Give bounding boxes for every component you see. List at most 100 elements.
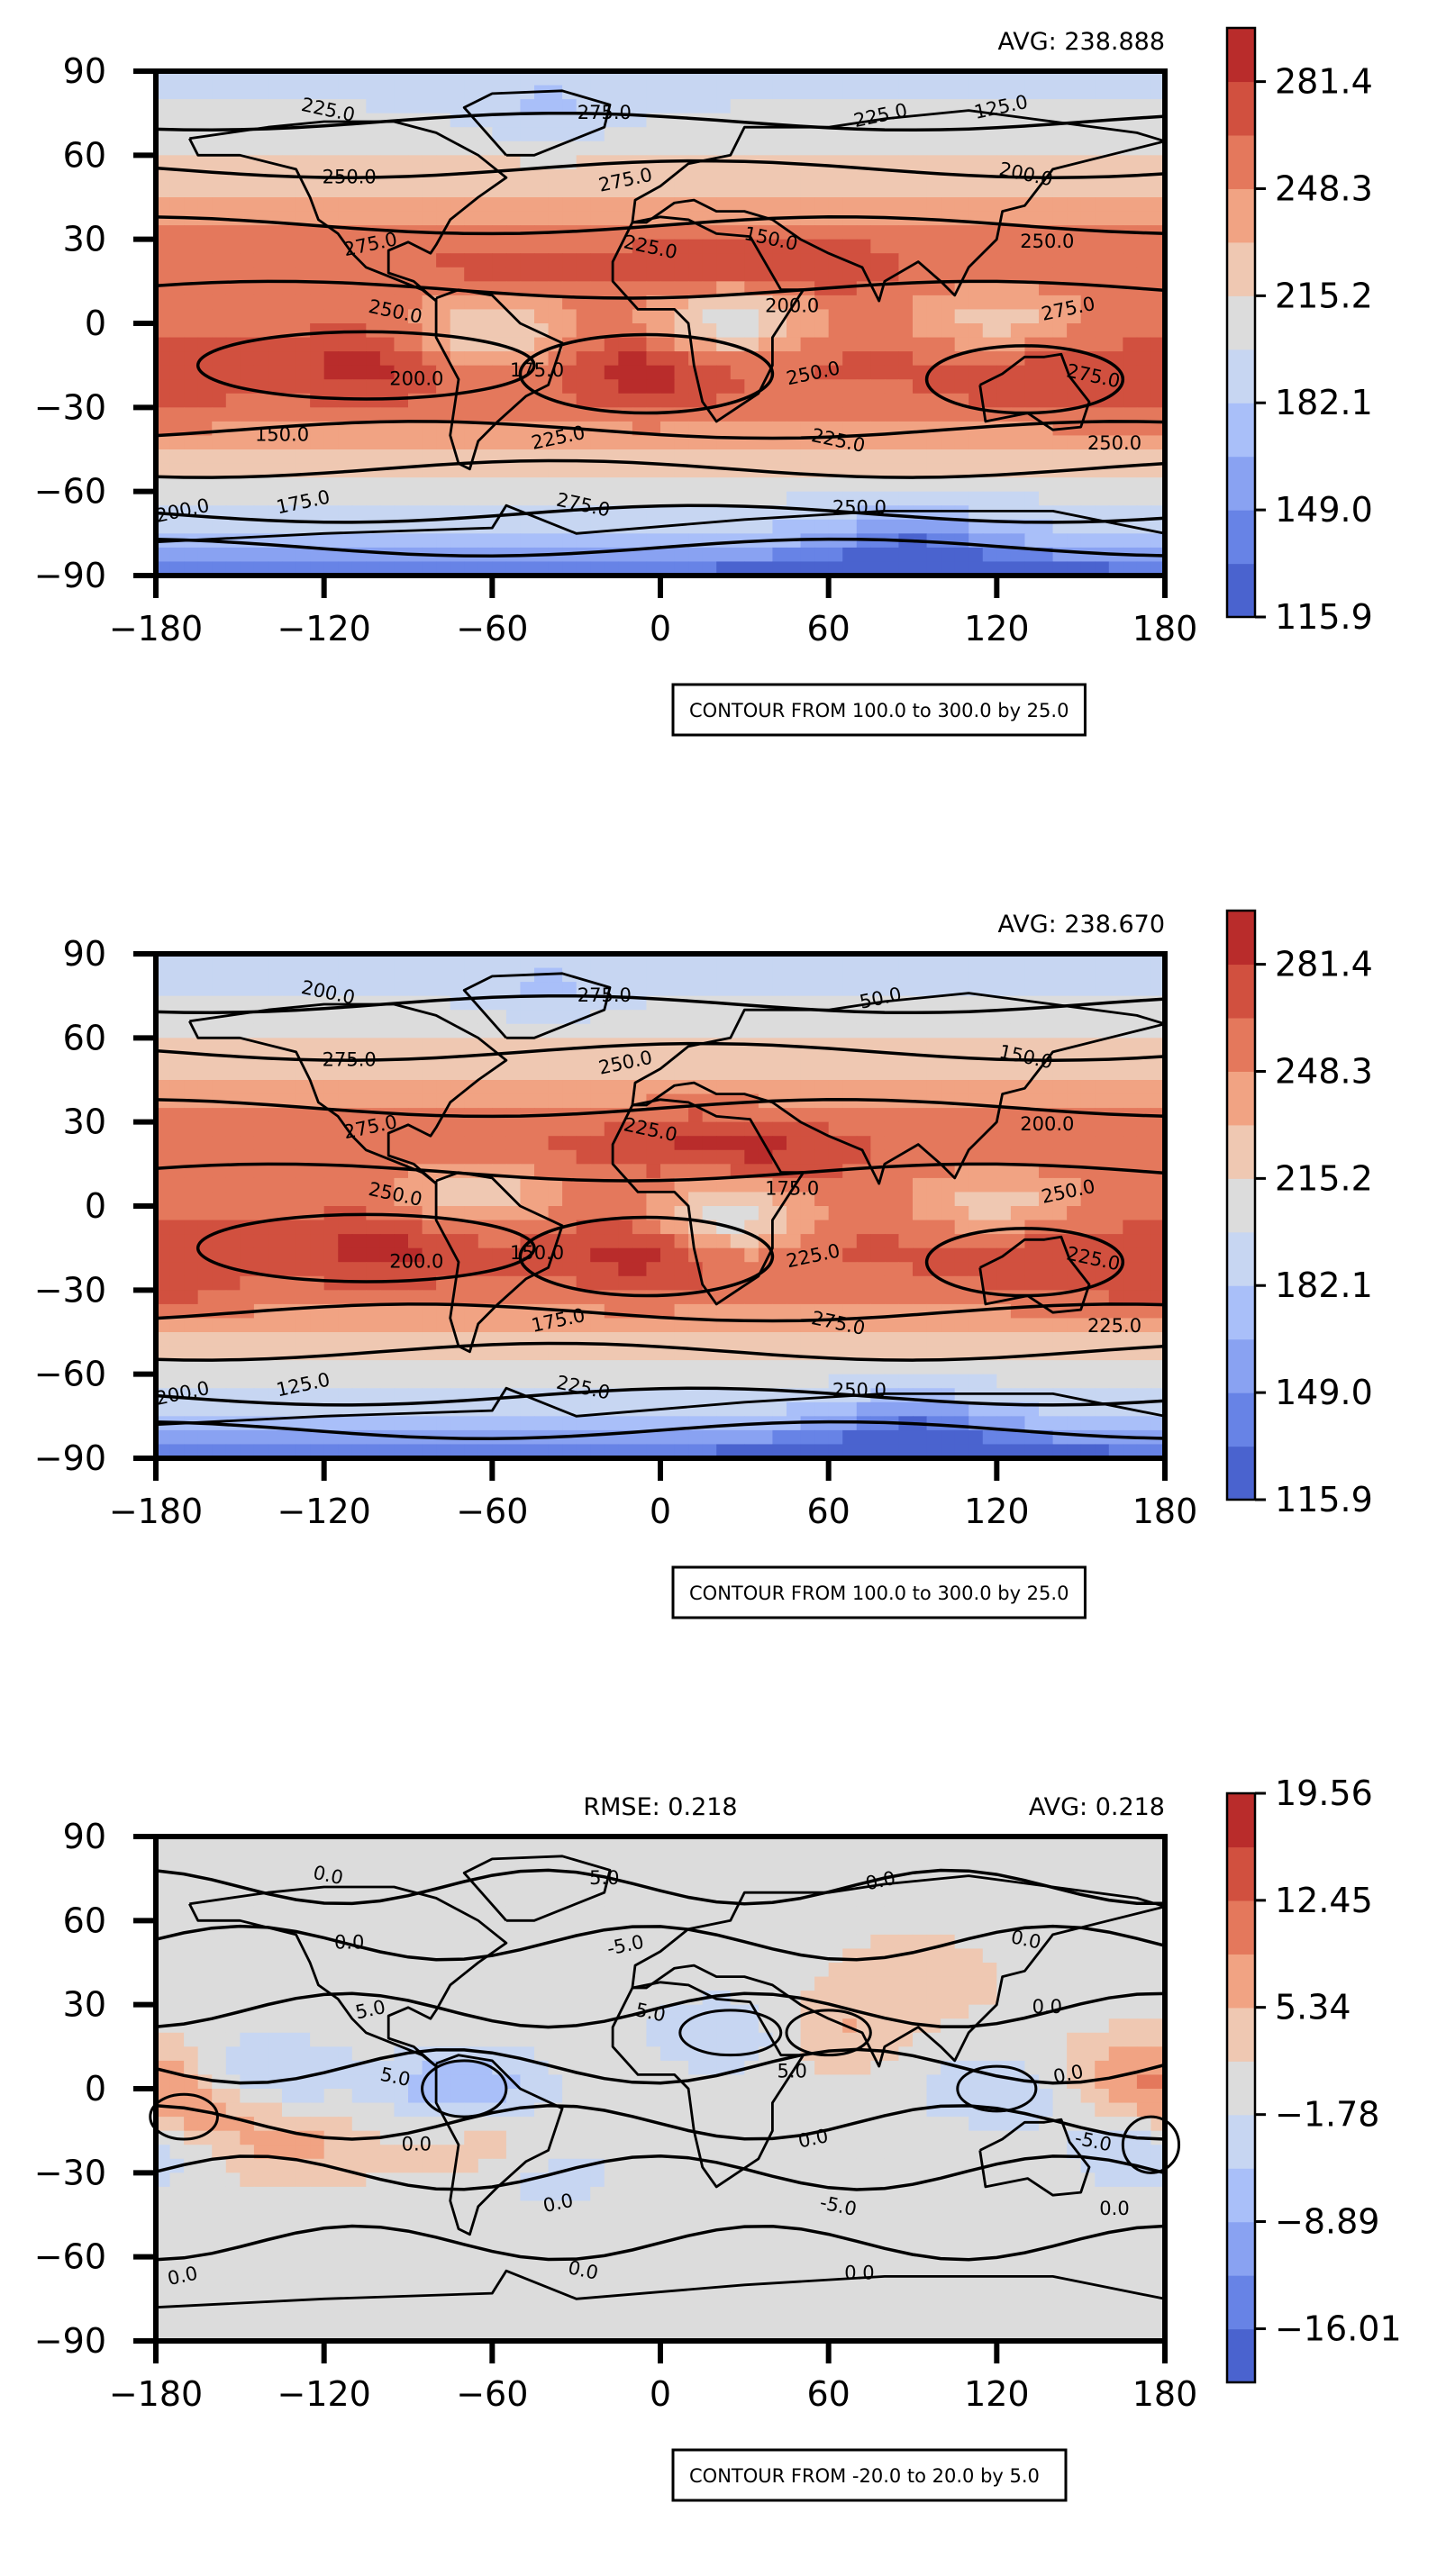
field-cell — [394, 1080, 408, 1094]
field-cell — [450, 492, 465, 506]
field-cell — [829, 1290, 843, 1304]
field-cell — [170, 1206, 185, 1220]
field-cell — [716, 449, 731, 464]
field-cell — [310, 1206, 324, 1220]
field-cell — [870, 86, 885, 100]
field-cell — [1081, 1066, 1096, 1080]
field-cell — [366, 982, 380, 996]
field-cell — [857, 1066, 871, 1080]
field-cell — [941, 253, 955, 268]
field-cell — [1067, 1276, 1081, 1291]
field-cell — [506, 533, 521, 548]
field-cell — [941, 968, 955, 983]
field-cell — [675, 1080, 689, 1094]
field-cell — [212, 155, 226, 169]
field-cell — [352, 212, 367, 226]
field-cell — [324, 379, 339, 394]
field-cell — [324, 1332, 339, 1347]
field-cell — [675, 1150, 689, 1165]
field-cell — [801, 1136, 815, 1150]
field-cell — [549, 1206, 563, 1220]
field-cell — [310, 1192, 324, 1206]
field-cell — [380, 212, 395, 226]
field-cell — [941, 169, 955, 184]
field-cell — [955, 477, 969, 492]
field-cell — [801, 1360, 815, 1374]
field-cell — [408, 1276, 423, 1291]
field-cell — [562, 253, 577, 268]
field-cell — [675, 183, 689, 197]
field-cell — [913, 1122, 927, 1137]
colorbar-segment — [1227, 242, 1255, 296]
field-cell — [492, 533, 506, 548]
field-cell — [170, 1080, 185, 1094]
field-cell — [366, 366, 380, 380]
field-cell — [1137, 968, 1151, 983]
field-cell — [464, 477, 478, 492]
field-cell — [744, 477, 759, 492]
field-cell — [296, 1192, 311, 1206]
field-cell — [618, 268, 632, 282]
field-cell — [759, 1220, 773, 1235]
field-cell — [605, 968, 619, 983]
field-cell — [366, 394, 380, 408]
field-cell — [759, 1010, 773, 1024]
field-cell — [716, 1178, 731, 1193]
field-cell — [870, 1360, 885, 1374]
field-cell — [506, 1374, 521, 1389]
field-cell — [983, 295, 997, 310]
field-cell — [983, 281, 997, 295]
field-cell — [282, 1066, 296, 1080]
field-cell — [913, 1192, 927, 1206]
field-cell — [1109, 477, 1123, 492]
field-cell — [801, 1332, 815, 1347]
field-cell — [562, 1150, 577, 1165]
field-cell — [716, 225, 731, 240]
field-cell — [731, 379, 745, 394]
field-cell — [184, 155, 198, 169]
field-cell — [941, 141, 955, 156]
field-cell — [842, 1276, 857, 1291]
field-cell — [955, 1066, 969, 1080]
field-cell — [254, 1276, 268, 1291]
field-cell — [688, 505, 703, 520]
field-cell — [577, 183, 591, 197]
field-cell — [703, 1164, 717, 1178]
field-cell — [941, 407, 955, 422]
field-cell — [885, 1234, 899, 1248]
field-cell — [254, 1374, 268, 1389]
field-cell — [955, 113, 969, 128]
field-cell — [688, 225, 703, 240]
field-cell — [478, 141, 493, 156]
field-cell — [184, 394, 198, 408]
field-cell — [590, 1262, 605, 1276]
field-cell — [366, 1262, 380, 1276]
field-cell — [772, 1290, 787, 1304]
field-cell — [688, 1374, 703, 1389]
field-cell — [744, 1360, 759, 1374]
field-cell — [744, 996, 759, 1011]
field-cell — [436, 492, 450, 506]
field-cell — [408, 449, 423, 464]
field-cell — [801, 1290, 815, 1304]
field-cell — [198, 477, 213, 492]
field-cell — [703, 1360, 717, 1374]
field-cell — [366, 435, 380, 449]
field-cell — [996, 435, 1011, 449]
field-cell — [870, 1108, 885, 1122]
field-cell — [772, 1220, 787, 1235]
field-cell — [927, 225, 941, 240]
field-cell — [184, 982, 198, 996]
field-cell — [1067, 982, 1081, 996]
field-cell — [955, 197, 969, 212]
field-cell — [184, 1108, 198, 1122]
field-cell — [423, 1136, 437, 1150]
field-cell — [1039, 533, 1053, 548]
field-cell — [857, 351, 871, 366]
field-cell — [590, 1164, 605, 1178]
field-cell — [1039, 449, 1053, 464]
field-cell — [814, 1052, 829, 1066]
field-cell — [492, 127, 506, 141]
field-cell — [660, 394, 675, 408]
field-cell — [184, 996, 198, 1011]
